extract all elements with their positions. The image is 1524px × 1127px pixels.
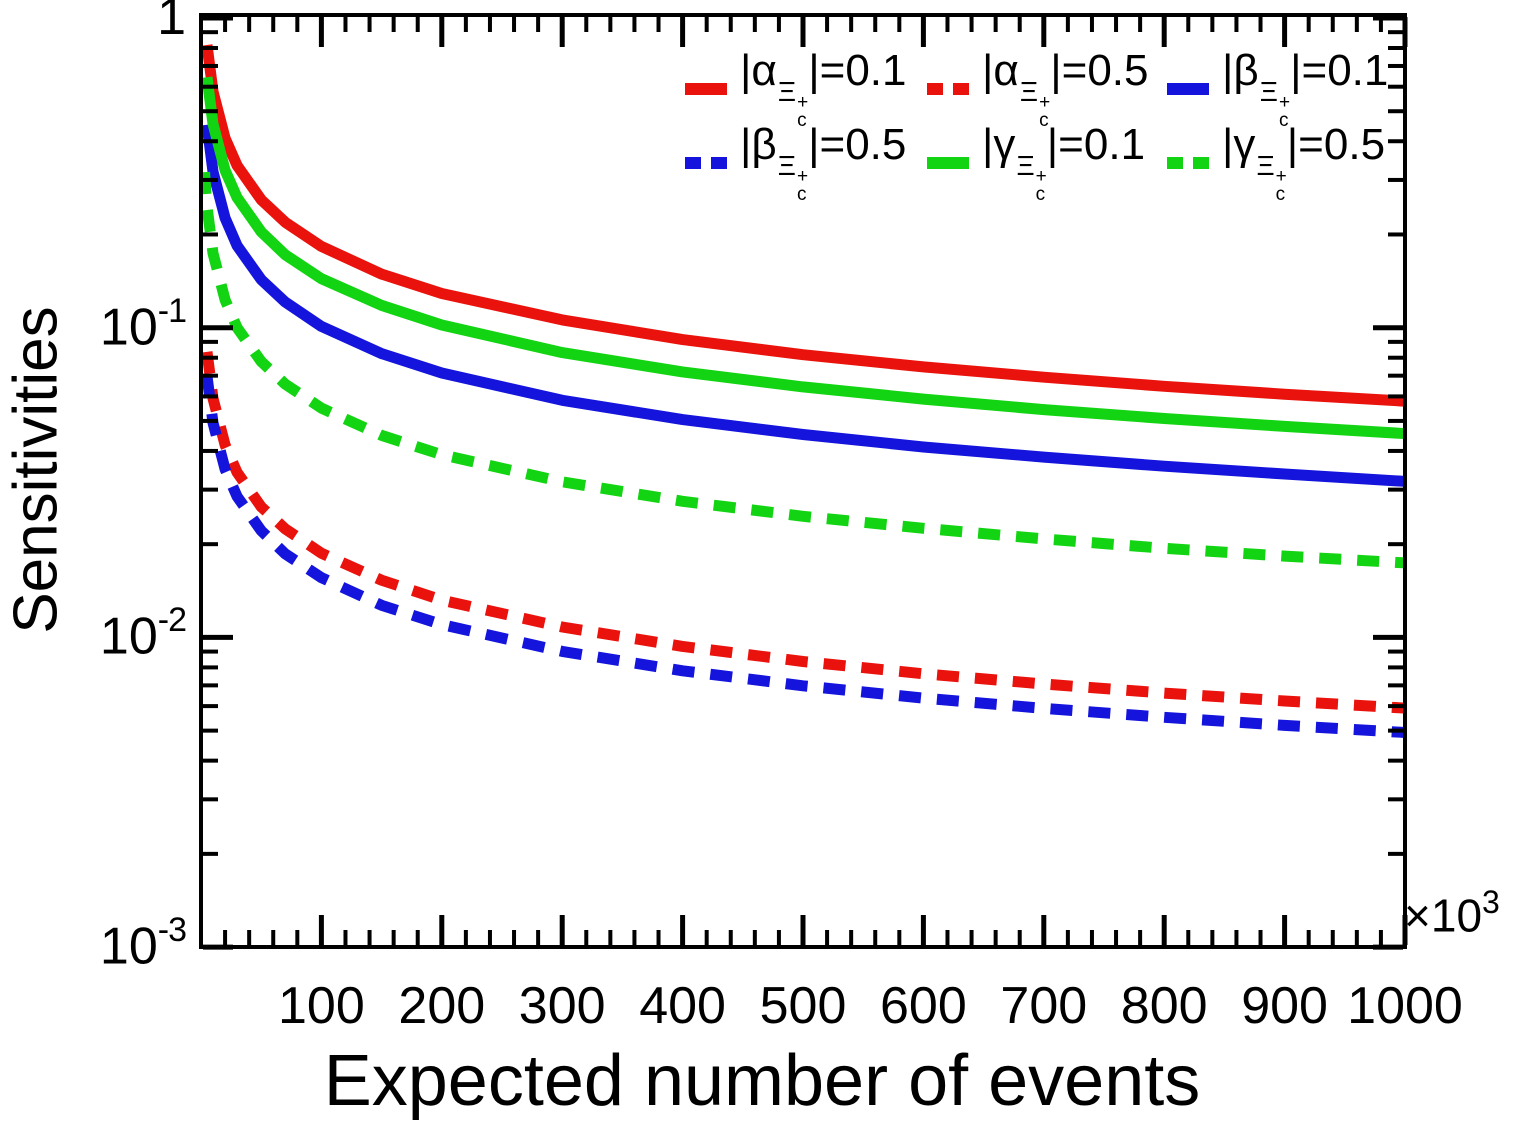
x-tick-label: 200	[398, 977, 486, 1035]
legend-dashed-line-icon	[685, 157, 727, 169]
x-tick-label: 1000	[1347, 977, 1463, 1035]
legend-entry: |βΞ + c |=0.5	[683, 120, 925, 205]
legend-label: |γΞ + c |=0.5	[1222, 120, 1386, 205]
legend-solid-line-icon	[927, 157, 969, 169]
curve--c-0.1	[203, 44, 1403, 407]
x-tick-label: 700	[1000, 977, 1088, 1035]
x-tick-label: 100	[278, 977, 365, 1035]
x-tick-label: 900	[1241, 977, 1328, 1035]
legend-label: |αΞ + c |=0.5	[982, 46, 1149, 131]
x-axis-multiplier: ×103	[1404, 884, 1500, 942]
curve--c-0.5	[203, 171, 1403, 569]
legend-dashed-line-icon	[1167, 157, 1209, 169]
legend-solid-line-icon	[685, 83, 727, 95]
curve--c-0.5	[203, 351, 1403, 714]
legend-entry: |αΞ + c |=0.5	[925, 46, 1165, 131]
plot-frame	[199, 13, 1407, 949]
legend: |αΞ + c |=0.1 |αΞ + c |=0.5 |βΞ + c |=0.1 |βΞ + c |=0.5…	[683, 46, 1391, 205]
x-axis-multiplier-exp: 3	[1482, 884, 1500, 920]
curve--c-0.1	[203, 76, 1403, 439]
curve--c-0.5	[203, 375, 1403, 738]
legend-label: |αΞ + c |=0.1	[740, 46, 907, 131]
y-tick-label: 10-2	[99, 601, 187, 666]
legend-entry: |βΞ + c |=0.1	[1165, 46, 1391, 131]
x-tick-label: 400	[639, 977, 726, 1035]
legend-label: |γΞ + c |=0.1	[982, 120, 1146, 205]
legend-entry: |αΞ + c |=0.1	[683, 46, 925, 131]
x-tick-label: 600	[880, 977, 967, 1035]
x-tick-label: 500	[759, 977, 847, 1035]
legend-solid-line-icon	[1167, 83, 1209, 95]
x-tick-label: 300	[518, 977, 606, 1035]
legend-entry: |γΞ + c |=0.1	[925, 120, 1165, 205]
legend-entry: |γΞ + c |=0.5	[1165, 120, 1391, 205]
x-axis-multiplier-base: ×10	[1404, 889, 1483, 942]
curve--c-0.1	[203, 124, 1403, 487]
legend-dashed-line-icon	[927, 83, 969, 95]
legend-label: |βΞ + c |=0.5	[740, 120, 907, 205]
y-tick-label: 10-3	[99, 911, 187, 976]
y-tick-label: 1	[157, 0, 186, 46]
y-tick-label: 10-1	[99, 291, 187, 357]
legend-label: |βΞ + c |=0.1	[1222, 46, 1389, 131]
x-tick-label: 800	[1120, 977, 1208, 1035]
x-axis-title: Expected number of events	[323, 1041, 1201, 1121]
